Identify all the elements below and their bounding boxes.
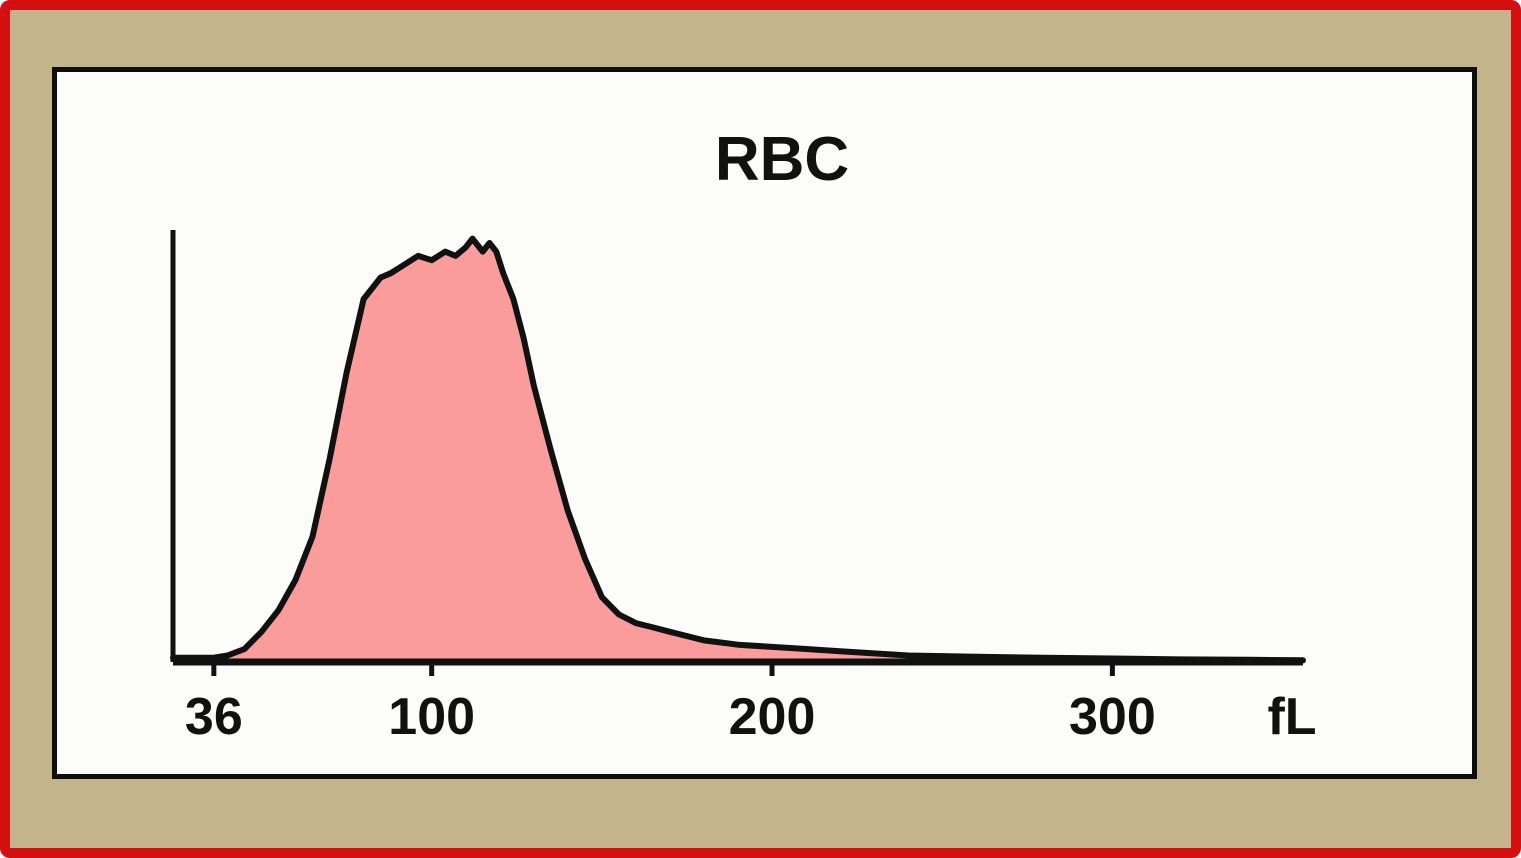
x-axis-unit-label: fL <box>1267 688 1316 746</box>
x-tick-label: 300 <box>1069 688 1156 746</box>
x-ticks: 36 100 200 300 <box>185 662 1156 746</box>
chart-panel: RBC 36 100 200 300 fL <box>52 67 1477 779</box>
x-tick-label: 36 <box>185 688 243 746</box>
x-tick-label: 200 <box>729 688 816 746</box>
x-tick-label: 100 <box>388 688 475 746</box>
rbc-histogram-chart: RBC 36 100 200 300 fL <box>170 125 1317 746</box>
distribution-curve <box>170 235 1306 664</box>
distribution-area <box>173 238 1303 662</box>
chart-title: RBC <box>715 125 849 194</box>
